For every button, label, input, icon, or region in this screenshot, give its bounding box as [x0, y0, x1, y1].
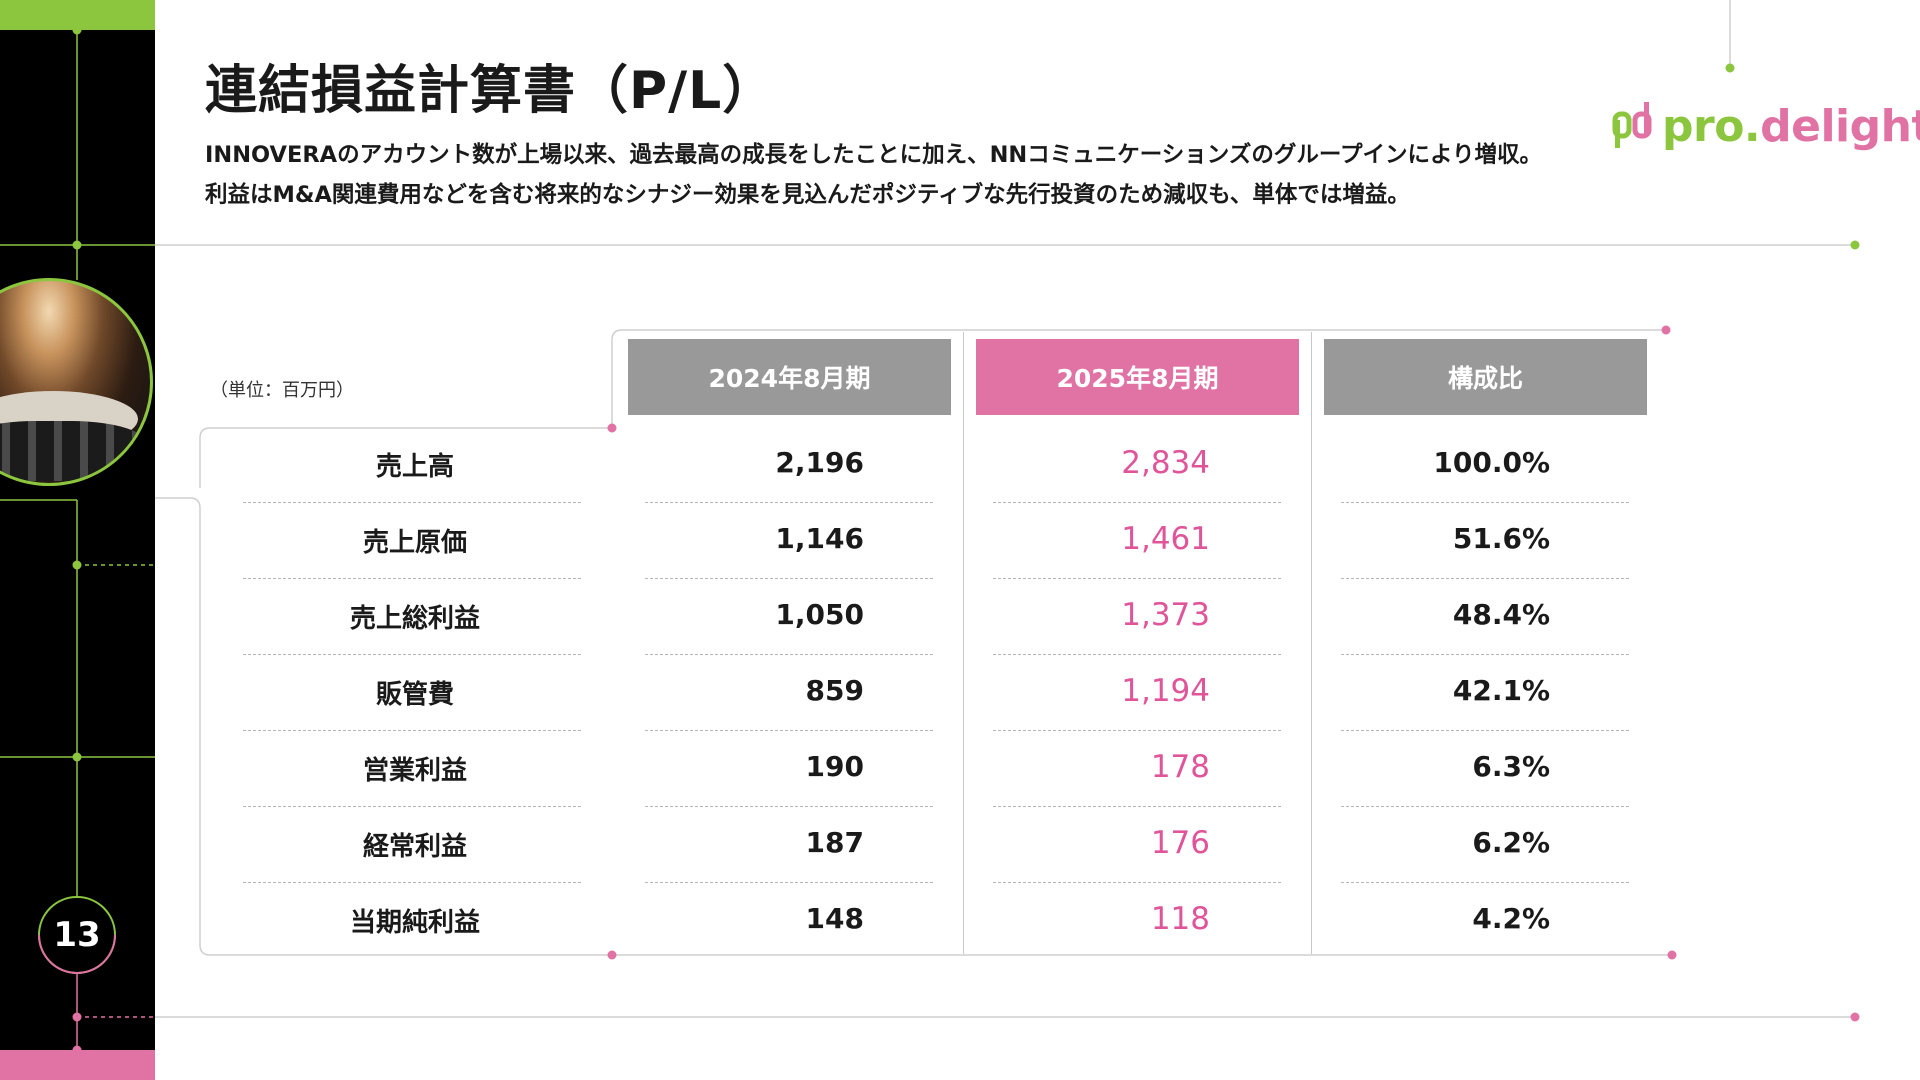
- row-divider: [243, 654, 581, 655]
- logo-text-a: pro.: [1662, 100, 1761, 152]
- row-divider: [243, 502, 581, 503]
- sidebar-top-accent: [0, 0, 155, 30]
- value-fy2024: 187: [805, 826, 864, 859]
- row-label: 売上高: [375, 452, 454, 482]
- row-divider: [1341, 654, 1629, 655]
- unit-label: （単位：百万円）: [210, 380, 354, 401]
- column-divider: [963, 332, 964, 954]
- row-divider: [993, 806, 1281, 807]
- value-fy2024: 2,196: [775, 446, 864, 479]
- row-label: 営業利益: [362, 756, 467, 786]
- row-divider: [645, 882, 933, 883]
- row-divider: [243, 730, 581, 731]
- row-divider: [993, 882, 1281, 883]
- row-divider: [1341, 502, 1629, 503]
- row-divider: [993, 654, 1281, 655]
- row-label: 売上総利益: [349, 604, 480, 634]
- row-divider: [993, 578, 1281, 579]
- value-fy2024: 148: [805, 902, 864, 935]
- row-label: 当期純利益: [349, 908, 480, 938]
- value-fy2025: 2,834: [1121, 445, 1210, 481]
- row-divider: [1341, 578, 1629, 579]
- value-fy2025: 1,194: [1121, 673, 1210, 709]
- value-fy2025: 176: [1150, 825, 1210, 861]
- row-label: 売上原価: [362, 528, 467, 558]
- description-line-2: 利益はM&A関連費用などを含む将来的なシナジー効果を見込んだポジティブな先行投資…: [205, 182, 1410, 208]
- row-divider: [993, 502, 1281, 503]
- value-ratio: 6.2%: [1472, 826, 1550, 859]
- row-label: 販管費: [375, 680, 454, 710]
- value-fy2024: 1,146: [775, 522, 864, 555]
- page-number: 13: [38, 896, 116, 974]
- column-divider: [1311, 332, 1312, 954]
- row-divider: [645, 578, 933, 579]
- row-label: 経常利益: [362, 832, 467, 862]
- company-logo: pro.delight: [1612, 98, 1920, 154]
- row-divider: [645, 502, 933, 503]
- logo-mark-icon: [1612, 100, 1658, 152]
- row-divider: [645, 654, 933, 655]
- row-divider: [1341, 806, 1629, 807]
- row-divider: [645, 730, 933, 731]
- row-divider: [1341, 882, 1629, 883]
- row-divider: [1341, 730, 1629, 731]
- value-fy2024: 1,050: [775, 598, 864, 631]
- row-divider: [243, 578, 581, 579]
- value-fy2025: 1,461: [1121, 521, 1210, 557]
- row-divider: [243, 806, 581, 807]
- description-line-1: INNOVERAのアカウント数が上場以来、過去最高の成長をしたことに加え、NNコ…: [205, 142, 1543, 168]
- page-title: 連結損益計算書（P/L）: [205, 61, 776, 121]
- row-divider: [993, 730, 1281, 731]
- header-fy2025: 2025年8月期: [976, 339, 1299, 415]
- value-ratio: 100.0%: [1433, 446, 1550, 479]
- row-divider: [645, 806, 933, 807]
- value-fy2024: 859: [805, 674, 864, 707]
- logo-text: pro.delight: [1662, 101, 1920, 152]
- value-ratio: 4.2%: [1472, 902, 1550, 935]
- logo-text-b: delight: [1760, 100, 1920, 152]
- value-ratio: 51.6%: [1452, 522, 1550, 555]
- value-fy2025: 118: [1150, 901, 1210, 937]
- row-divider: [243, 882, 581, 883]
- header-fy2024: 2024年8月期: [628, 339, 951, 415]
- value-fy2024: 190: [805, 750, 864, 783]
- value-ratio: 42.1%: [1452, 674, 1550, 707]
- value-fy2025: 178: [1150, 749, 1210, 785]
- value-fy2025: 1,373: [1121, 597, 1210, 633]
- value-ratio: 48.4%: [1452, 598, 1550, 631]
- page-description: INNOVERAのアカウント数が上場以来、過去最高の成長をしたことに加え、NNコ…: [205, 135, 1542, 215]
- sidebar-bottom-accent: [0, 1050, 155, 1080]
- value-ratio: 6.3%: [1472, 750, 1550, 783]
- header-ratio: 構成比: [1324, 339, 1647, 415]
